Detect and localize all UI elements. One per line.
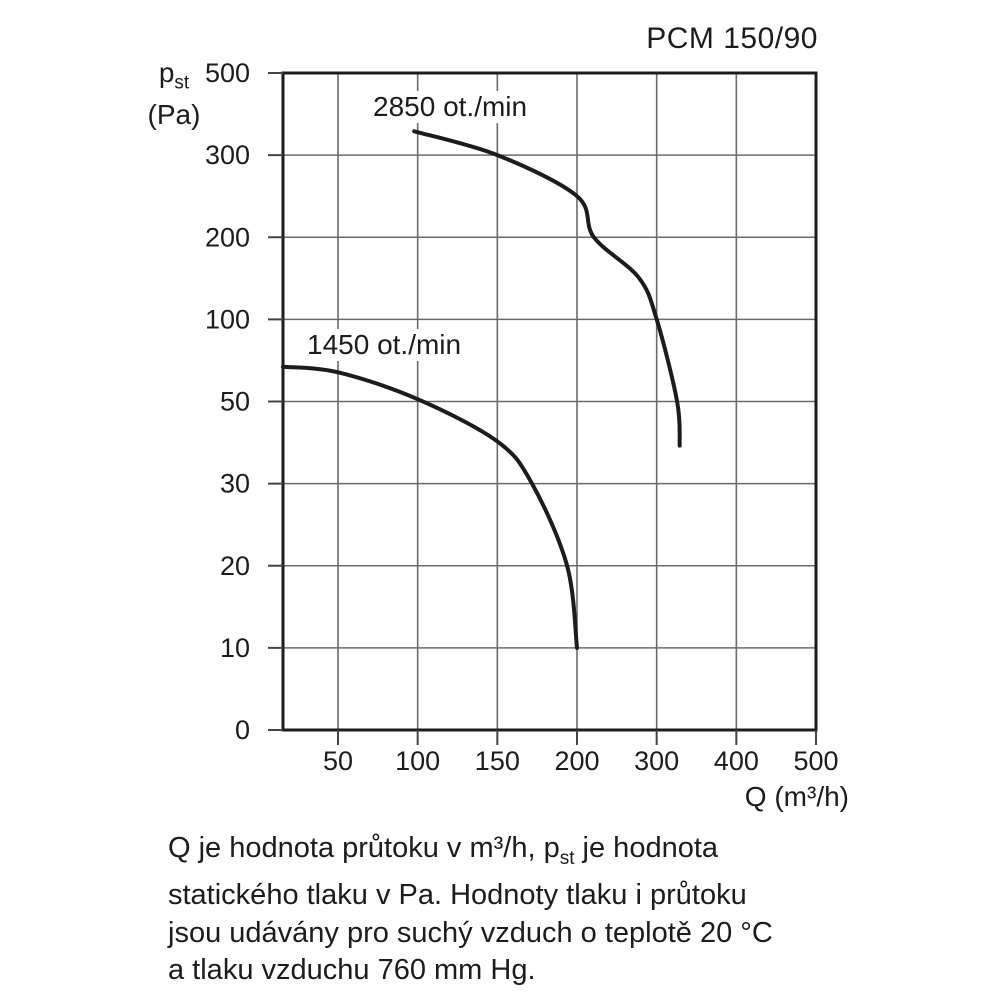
y-axis-unit-label: pst (Pa) [135,57,213,130]
y-tick-label: 300 [205,140,250,170]
curve-label-1450: 1450 ot./min [303,329,466,361]
x-tick-label: 300 [634,746,679,776]
y-tick-label: 200 [205,222,250,252]
x-tick-label: 500 [793,746,838,776]
x-tick-label: 150 [475,746,520,776]
x-tick-label: 400 [714,746,759,776]
footnote: Q je hodnota průtoku v m³/h, pst je hodn… [168,830,773,990]
x-tick-label: 200 [554,746,599,776]
footnote-pst-subscript: st [559,847,575,869]
y-tick-label: 20 [220,551,250,581]
y-tick-label: 100 [205,304,250,334]
footnote-line-2: statického tlaku v Pa. Hodnoty tlaku i p… [168,879,747,912]
curve-2850 [412,129,682,448]
y-tick-label: 0 [235,715,250,745]
footnote-line-3: jsou udávány pro suchý vzduch o teplotě … [168,916,773,949]
footnote-line-1: Q je hodnota průtoku v m³/h, pst je hodn… [168,832,719,869]
y-axis-symbol-subscript: st [174,72,190,94]
fan-curve-plot: 50 100 150 200 300 400 50050030020010050302010… [205,58,839,776]
y-tick-label: 50 [220,387,250,417]
x-tick-label: 100 [395,746,440,776]
footnote-line-4: a tlaku vzduchu 760 mm Hg. [168,954,536,987]
y-tick-label: 500 [205,58,250,88]
y-tick-label: 30 [220,469,250,499]
curve-label-2850: 2850 ot./min [369,91,532,123]
x-axis-unit-label: Q (m³/h) [744,781,849,812]
x-tick-label: 50 [323,746,353,776]
curve-1450 [281,364,579,650]
chart-title: PCM 150/90 [646,22,818,55]
y-axis-symbol: pst [158,57,190,94]
y-tick-label: 10 [220,633,250,663]
y-axis-unit: (Pa) [147,98,201,130]
